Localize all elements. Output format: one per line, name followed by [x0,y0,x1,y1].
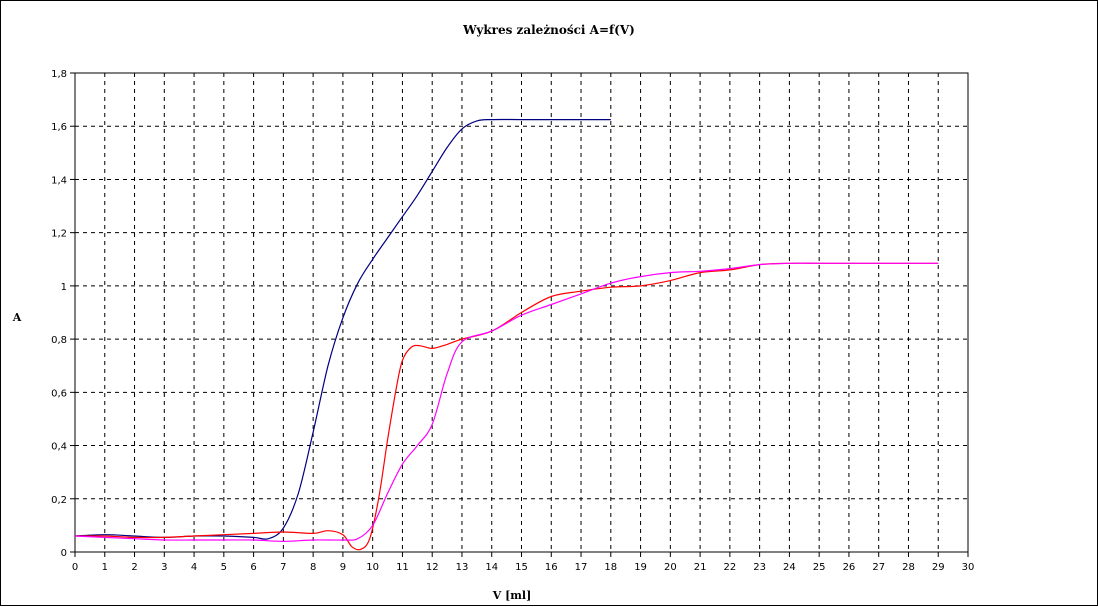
x-tick-label: 28 [902,562,915,573]
x-tick-label: 0 [72,562,78,573]
series-group [74,118,939,551]
grid [75,73,968,552]
x-tick-label: 12 [426,562,439,573]
x-tick-label: 27 [872,562,885,573]
y-tick-label: 1,4 [51,175,67,186]
x-tick-label: 14 [485,562,498,573]
x-tick-label: 17 [575,562,588,573]
x-tick-label: 15 [515,562,528,573]
x-tick-label: 2 [131,562,137,573]
y-tick-label: 0,6 [51,388,67,399]
chart-title: Wykres zależności A=f(V) [462,23,635,37]
y-tick-label: 1,2 [51,229,67,240]
x-tick-label: 7 [280,562,286,573]
x-tick-label: 3 [161,562,167,573]
x-tick-label: 9 [340,562,346,573]
tick-labels: 0 1 2 3 4 5 6 7 8 9 10 11 12 13 14 15 16 17 18 19 20 21 22 23 24… [51,69,974,573]
x-tick-label: 23 [753,562,766,573]
x-tick-label: 13 [456,562,469,573]
x-tick-label: 19 [634,562,647,573]
x-tick-label: 26 [843,562,856,573]
axes [70,72,969,557]
x-tick-label: 8 [310,562,316,573]
x-tick-label: 29 [932,562,945,573]
x-axis-label: V [ml] [492,589,532,602]
y-tick-label: 1,8 [51,69,67,80]
x-tick-label: 25 [813,562,826,573]
x-tick-label: 30 [962,562,975,573]
y-axis-label: A [12,311,22,324]
y-tick-label: 0,8 [51,335,67,346]
x-tick-label: 20 [664,562,677,573]
x-tick-label: 16 [545,562,558,573]
y-tick-label: 0 [61,548,67,559]
x-tick-label: 22 [723,562,736,573]
x-tick-label: 6 [250,562,256,573]
x-tick-label: 5 [221,562,227,573]
y-tick-label: 0,4 [51,442,67,453]
x-tick-label: 4 [191,562,197,573]
x-tick-label: 1 [102,562,108,573]
x-tick-label: 11 [396,562,409,573]
y-tick-label: 1 [61,282,67,293]
y-tick-label: 0,2 [51,495,67,506]
x-tick-label: 10 [366,562,379,573]
x-tick-label: 24 [783,562,796,573]
x-tick-label: 21 [694,562,707,573]
y-tick-label: 1,6 [51,122,67,133]
series-line-3 [74,262,939,543]
series-line-2 [74,262,939,551]
x-tick-label: 18 [604,562,617,573]
